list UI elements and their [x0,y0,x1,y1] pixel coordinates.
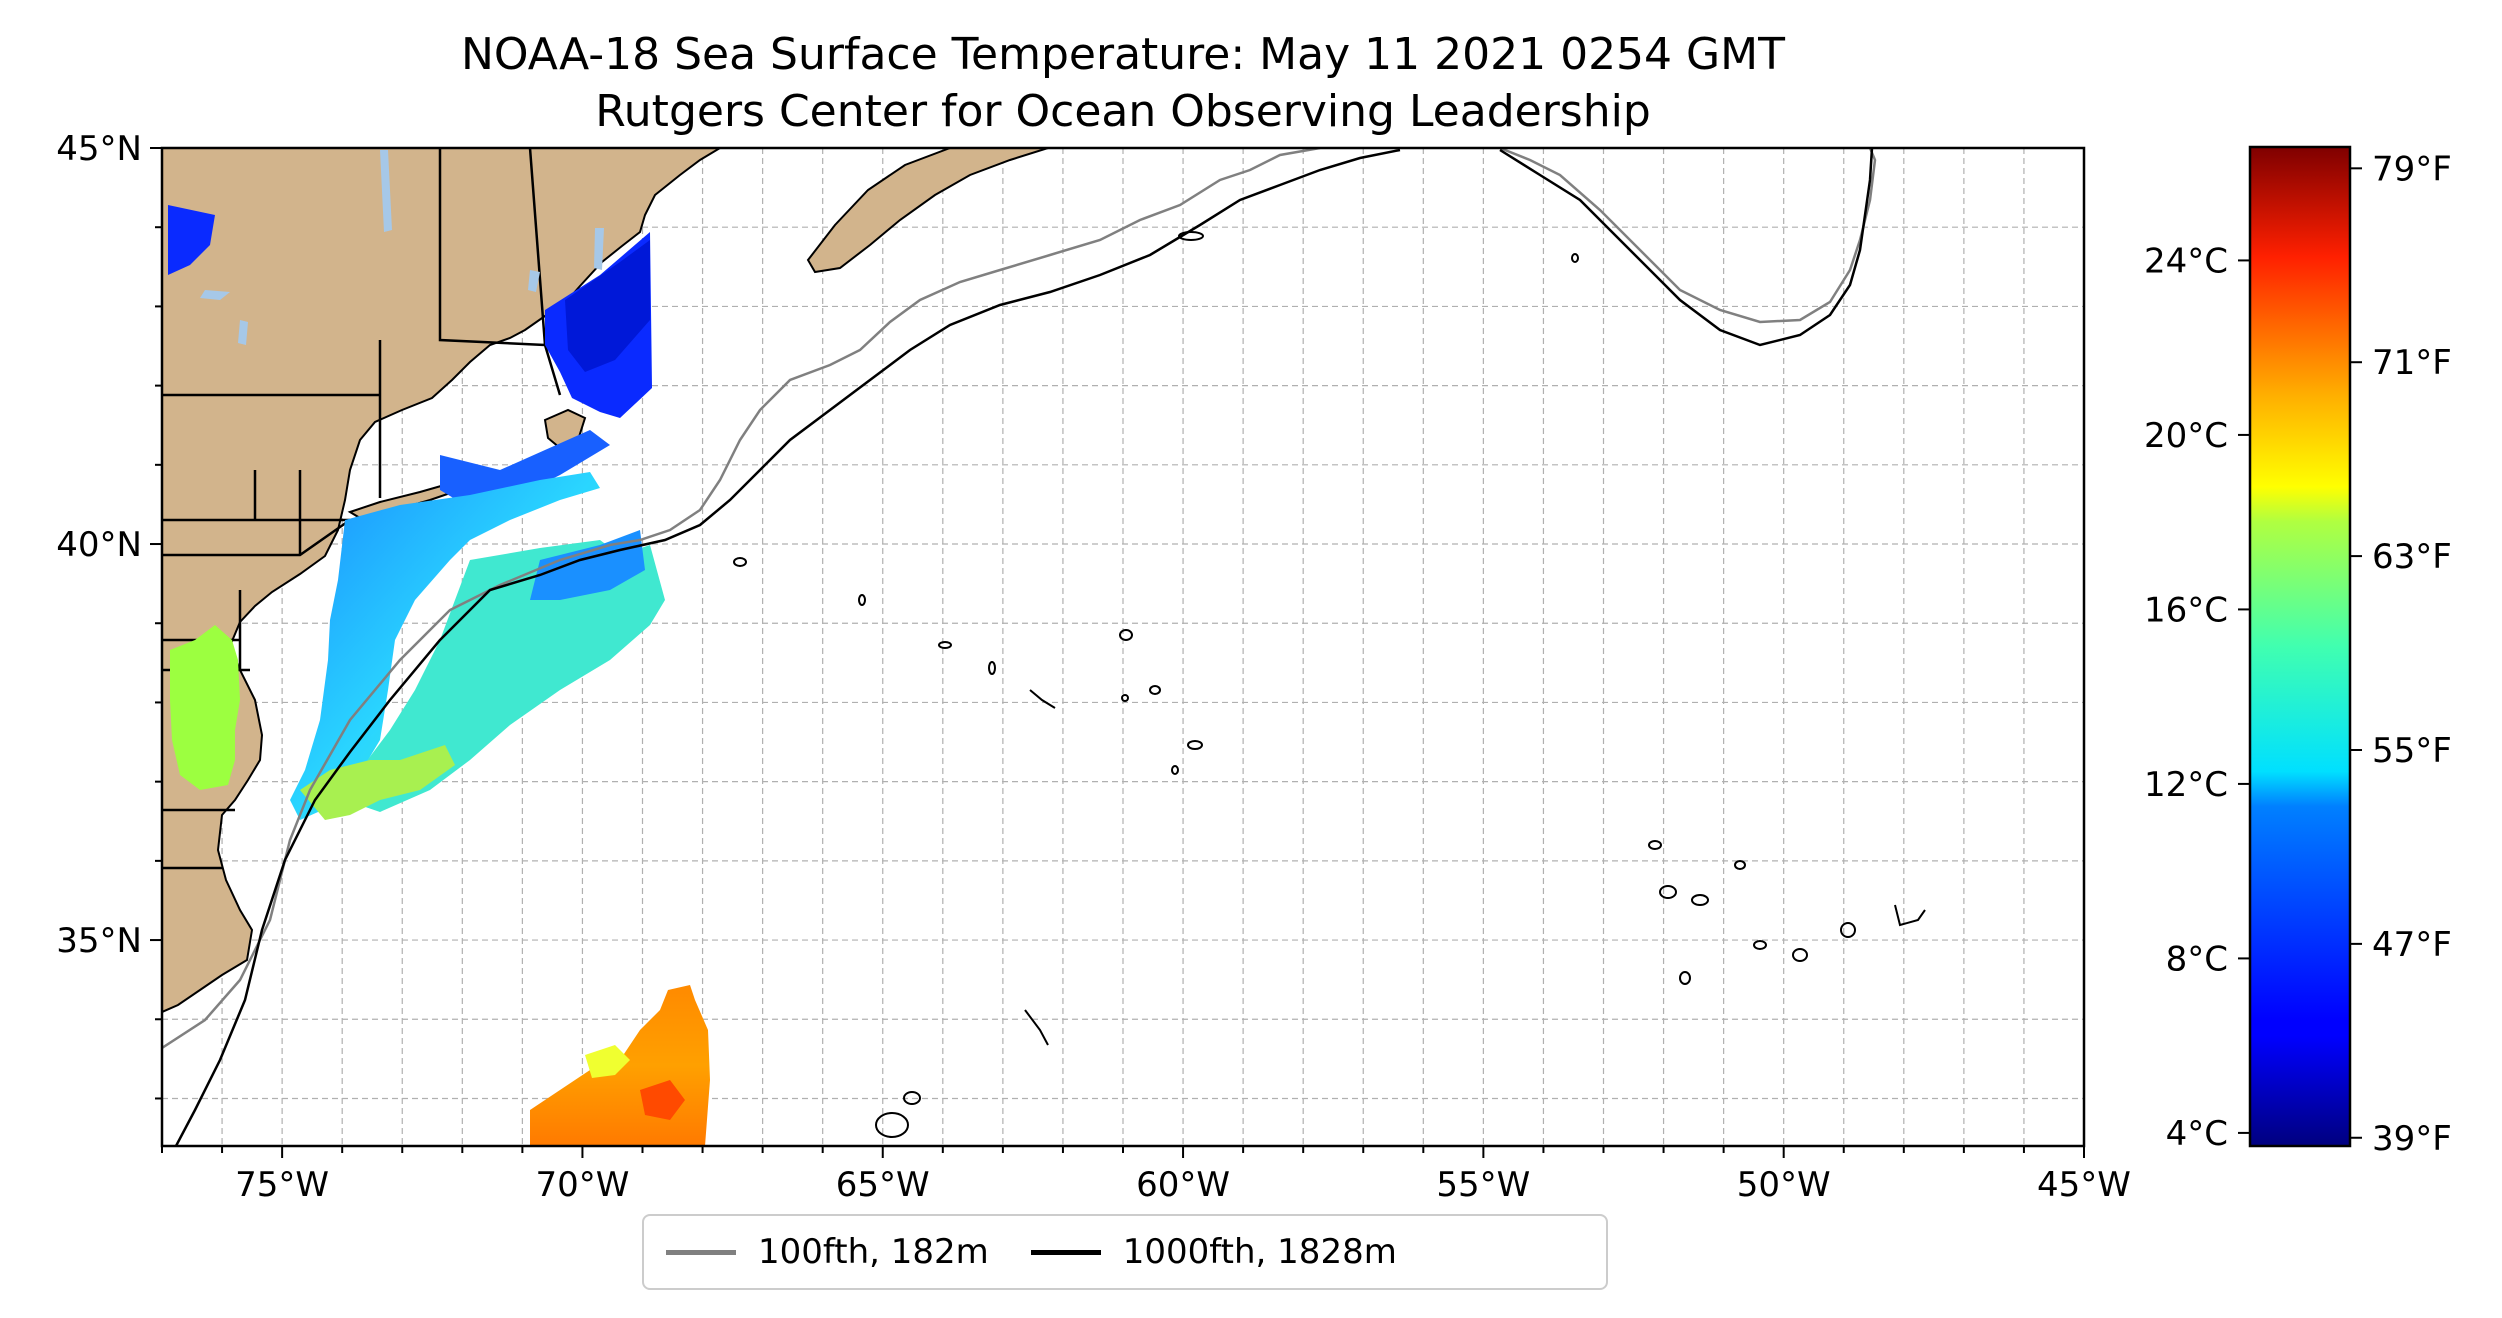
legend-swatch-1000fth [1030,1249,1101,1255]
sst-patch-gulf-of-maine-nw [168,205,215,275]
colorbar-fahrenheit-label: 71°F [2372,343,2452,383]
isobath-1000fth [174,148,1874,1146]
legend-item-100fth: 100fth, 182m [666,1232,989,1272]
colorbar-fahrenheit-label: 47°F [2372,925,2452,965]
lakes [200,150,604,345]
title-line-2: Rutgers Center for Ocean Observing Leade… [595,86,1651,137]
legend: 100fth, 182m 1000fth, 1828m [642,1214,1608,1290]
colorbar-celsius-label: 24°C [2144,241,2228,281]
x-tick-label: 55°W [1436,1165,1530,1205]
x-tick-label: 45°W [2037,1165,2131,1205]
sst-swath-offshore-blue [530,530,645,600]
x-tick-label: 65°W [836,1165,930,1205]
isobath-100fth [162,148,1877,1050]
seamounts [733,231,1926,1138]
sst-swath-slope-water [345,540,665,812]
sst-patch-sargasso-yellow [585,1045,630,1078]
legend-swatch-100fth [666,1249,736,1255]
colorbar-celsius-label: 20°C [2144,416,2228,456]
y-tick-label: 45°N [56,129,142,169]
colorbar-celsius-label: 16°C [2144,590,2228,630]
sst-swath-new-england-shelf [440,430,610,508]
y-tick-label: 35°N [56,921,142,961]
title-line-1: NOAA-18 Sea Surface Temperature: May 11 … [461,29,1785,80]
x-tick-label: 60°W [1136,1165,1230,1205]
colorbar-fahrenheit-label: 39°F [2372,1119,2452,1159]
colorbar-celsius-label: 4°C [2166,1114,2228,1154]
colorbar-gradient [2250,147,2350,1146]
legend-label-100fth: 100fth, 182m [758,1232,989,1272]
sst-swath-mid-atlantic-shelf [290,472,600,820]
sst-patch-sargasso-red [640,1080,685,1120]
colorbar-fahrenheit-label: 79°F [2372,149,2452,189]
x-tick-label: 75°W [235,1165,329,1205]
colorbar-celsius-ticks: 4°C 8°C 12°C 16°C 20°C 24°C [2144,241,2250,1154]
colorbar-frame [2248,145,2352,1148]
legend-item-1000fth: 1000fth, 1828m [1030,1232,1397,1272]
colorbar-fahrenheit-label: 63°F [2372,537,2452,577]
sst-swath-gulf-of-maine-core [565,240,650,372]
x-tick-label: 50°W [1737,1165,1831,1205]
sst-swath-southern-warm [300,745,455,820]
map-title: NOAA-18 Sea Surface Temperature: May 11 … [162,26,2084,140]
colorbar-fahrenheit-label: 55°F [2372,731,2452,771]
colorbar-fahrenheit-ticks: 39°F 47°F 55°F 63°F 71°F 79°F [2350,149,2452,1159]
y-axis-ticks: 35°N 40°N 45°N [56,129,162,1100]
land-nova-scotia [806,148,1049,274]
x-axis-ticks: 75°W 70°W 65°W 60°W 55°W 50°W 45°W [161,1146,2131,1205]
colorbar: 4°C 8°C 12°C 16°C 20°C 24°C 39°F 47°F 55°F 63°F 7… [2144,145,2452,1159]
legend-label-1000fth: 1000fth, 1828m [1122,1232,1397,1272]
sst-swath-chesapeake [170,625,240,790]
colorbar-celsius-label: 8°C [2166,939,2228,979]
land-us-east-coast [162,148,722,1014]
colorbar-celsius-label: 12°C [2144,765,2228,805]
y-tick-label: 40°N [56,525,142,565]
x-tick-label: 70°W [535,1165,629,1205]
